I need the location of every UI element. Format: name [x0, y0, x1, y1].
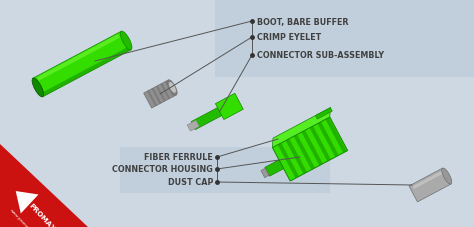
Polygon shape: [215, 94, 243, 120]
Polygon shape: [325, 118, 347, 153]
Ellipse shape: [168, 80, 177, 96]
Ellipse shape: [32, 79, 44, 97]
Polygon shape: [273, 117, 347, 181]
Polygon shape: [261, 168, 269, 178]
Polygon shape: [33, 32, 131, 97]
Polygon shape: [409, 168, 451, 202]
Bar: [120, 147, 330, 193]
Polygon shape: [43, 48, 129, 96]
Polygon shape: [160, 84, 170, 100]
Polygon shape: [191, 104, 229, 130]
Polygon shape: [187, 121, 199, 131]
Ellipse shape: [169, 83, 176, 94]
Polygon shape: [318, 122, 339, 157]
Polygon shape: [265, 160, 283, 176]
Polygon shape: [412, 172, 442, 189]
Text: PROMAX: PROMAX: [28, 202, 56, 227]
Ellipse shape: [120, 32, 132, 51]
Text: DUST CAP: DUST CAP: [168, 178, 213, 187]
Polygon shape: [165, 81, 174, 97]
Polygon shape: [315, 108, 332, 120]
Text: CONNECTOR SUB-ASSEMBLY: CONNECTOR SUB-ASSEMBLY: [257, 51, 384, 60]
Polygon shape: [310, 126, 331, 162]
Polygon shape: [152, 89, 161, 104]
Polygon shape: [37, 35, 120, 81]
Text: FIBER FERRULE: FIBER FERRULE: [144, 153, 213, 162]
Bar: [215, 0, 474, 78]
Polygon shape: [156, 86, 166, 102]
Polygon shape: [16, 191, 38, 214]
Text: CONNECTOR HOUSING: CONNECTOR HOUSING: [112, 165, 213, 174]
Polygon shape: [293, 135, 315, 170]
Polygon shape: [273, 108, 330, 148]
Polygon shape: [147, 91, 157, 107]
Polygon shape: [301, 131, 323, 166]
Polygon shape: [144, 81, 176, 109]
Polygon shape: [286, 139, 307, 174]
Polygon shape: [278, 143, 299, 178]
Ellipse shape: [442, 168, 452, 184]
Text: www.promax.es: www.promax.es: [9, 207, 35, 227]
Text: CRIMP EYELET: CRIMP EYELET: [257, 33, 321, 42]
Polygon shape: [0, 144, 88, 227]
Text: BOOT, BARE BUFFER: BOOT, BARE BUFFER: [257, 17, 348, 26]
